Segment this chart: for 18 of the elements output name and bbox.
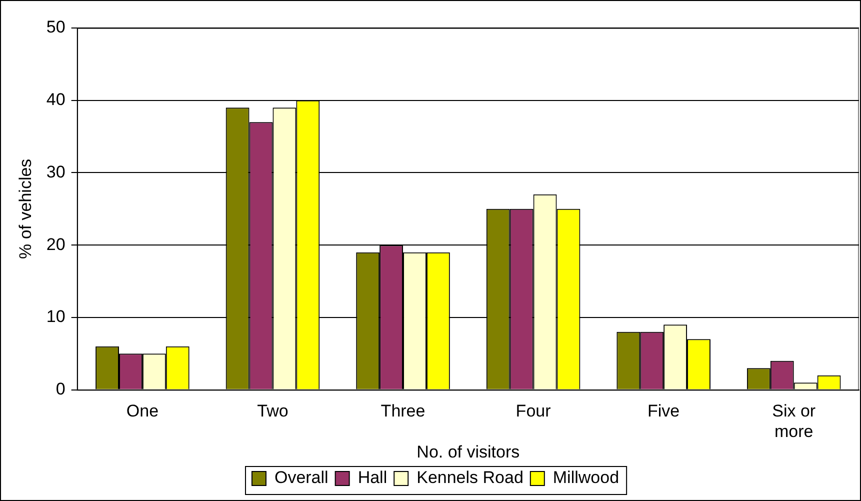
x-tick-label: Four bbox=[516, 402, 552, 421]
y-tick-label: 40 bbox=[46, 90, 66, 110]
x-tick-label: One bbox=[126, 402, 159, 421]
y-tick-label: 50 bbox=[46, 18, 66, 37]
y-tick-label: 30 bbox=[46, 162, 66, 182]
y-tick-label: 20 bbox=[46, 234, 66, 254]
x-axis-title: No. of visitors bbox=[416, 442, 520, 462]
legend-label: Overall bbox=[274, 468, 328, 488]
x-tick-label: Three bbox=[380, 402, 426, 421]
legend-label: Millwood bbox=[552, 468, 620, 488]
legend-label: Kennels Road bbox=[416, 468, 524, 488]
x-tick-label: Six or more bbox=[772, 402, 816, 442]
x-tick-label: Five bbox=[648, 402, 680, 421]
x-tick-label: Two bbox=[257, 402, 288, 421]
legend-label: Hall bbox=[358, 468, 388, 488]
y-tick-label: 0 bbox=[56, 379, 66, 398]
y-tick-label: 10 bbox=[46, 307, 66, 326]
y-axis-title: % of vehicles bbox=[16, 158, 35, 259]
